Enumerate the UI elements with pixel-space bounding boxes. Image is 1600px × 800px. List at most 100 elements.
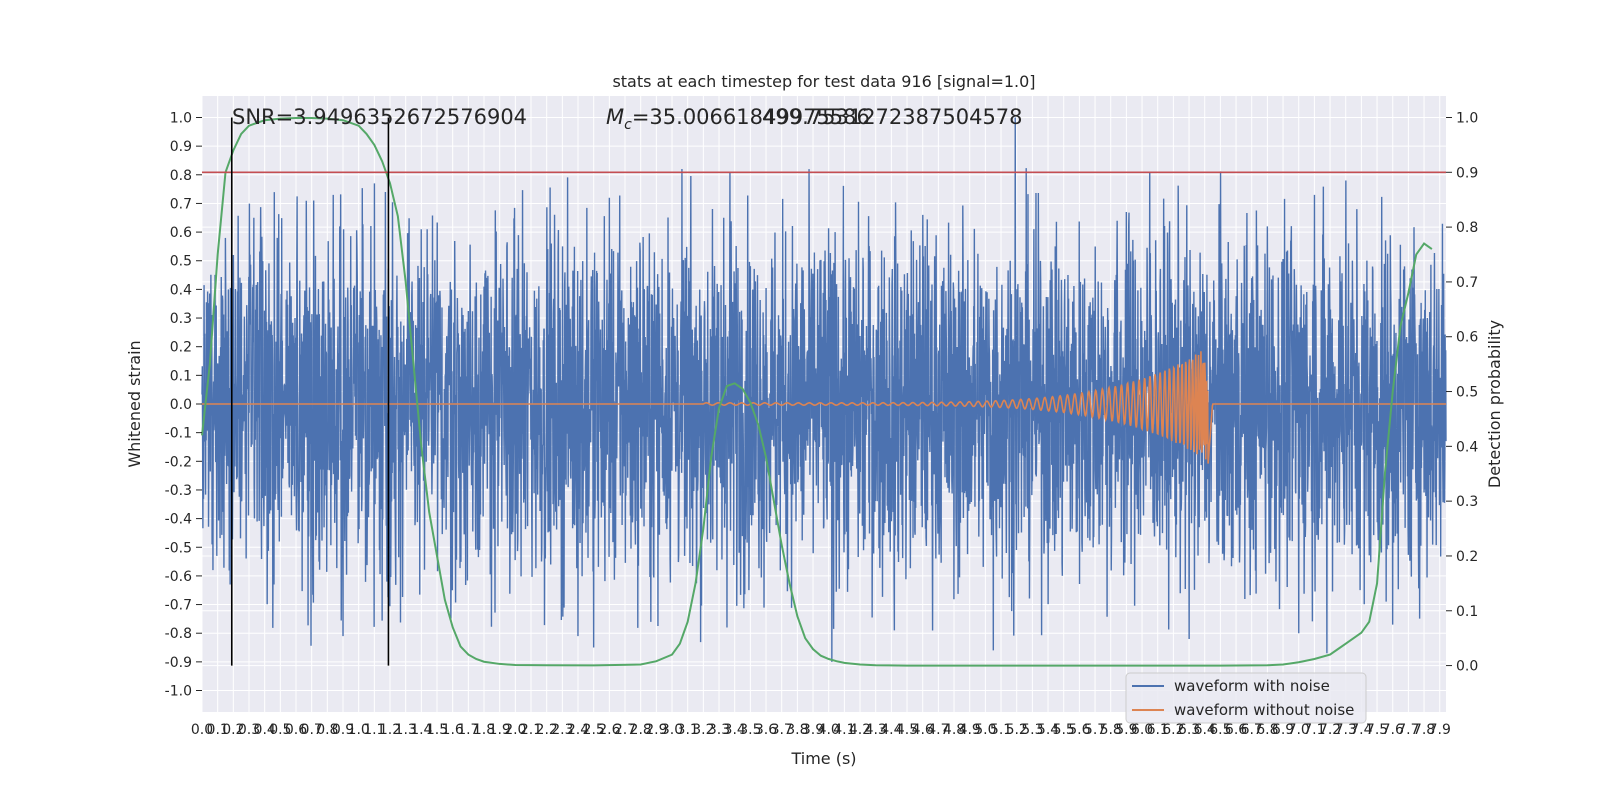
y-tick-label: -0.5 [165,540,192,556]
y-tick-label: -0.4 [165,512,192,528]
x-tick-label: 3.6 [755,722,777,738]
x-tick-label: 3.0 [661,722,683,738]
y-axis-label: Whitened strain [125,340,144,467]
y2-tick-label: 0.5 [1456,385,1478,401]
x-tick-label: 2.8 [630,722,652,738]
x-tick-label: 5.2 [1006,722,1028,738]
y2-tick-label: 0.2 [1456,549,1478,565]
x-tick-label: 1.3 [395,722,417,738]
x-tick-label: 2.5 [583,722,605,738]
x-tick-label: 7.5 [1366,722,1388,738]
x-tick-label: 2.7 [614,722,636,738]
x-tick-label: 7.7 [1397,722,1419,738]
x-tick-label: 6.4 [1194,722,1216,738]
x-tick-label: 7.0 [1288,722,1310,738]
y-tick-label: -0.3 [165,483,192,499]
legend-box [1125,672,1367,724]
x-tick-label: 0.5 [269,722,291,738]
y2-tick-label: 0.0 [1456,659,1478,675]
y-tick-label: 1.0 [170,110,192,126]
x-tick-label: 3.2 [692,722,714,738]
mc-symbol: M [606,105,624,129]
x-tick-label: 5.6 [1068,722,1090,738]
x-tick-label: 0.6 [285,722,307,738]
x-tick-label: 7.1 [1303,722,1325,738]
y-axis-ticks: 1.0 0.9 0.8 0.7 0.6 0.5 0.4 0.3 0.2 0.1 0.0 -0.1 -0.… [165,110,202,700]
x-tick-label: 0.9 [332,722,354,738]
x-tick-label: 5.4 [1037,722,1059,738]
x-tick-label: 7.2 [1319,722,1341,738]
series-waveform-with-noise [201,117,1447,662]
x-tick-label: 1.7 [457,722,479,738]
chart-title: stats at each timestep for test data 916… [612,72,1035,91]
series-detection-probability [201,117,1433,667]
x-tick-label: 1.8 [473,722,495,738]
y2-tick-label: 0.1 [1456,604,1478,620]
y2-axis-label: Detection probability [1485,320,1504,488]
x-tick-label: 1.1 [363,722,385,738]
x-tick-label: 3.9 [802,722,824,738]
x-tick-label: 4.0 [818,722,840,738]
y2-tick-label: 0.4 [1456,439,1478,455]
x-tick-label: 0.8 [316,722,338,738]
y-tick-label: -1.0 [165,684,192,700]
legend-label-waveform-without-noise: waveform without noise [1174,701,1354,719]
mc-value: =35.00661849975586 [632,105,870,129]
waveform-without-noise-line [202,351,1446,464]
x-tick-label: 5.1 [990,722,1012,738]
y-tick-label: 0.3 [170,311,192,327]
y2-tick-label: 0.9 [1456,165,1478,181]
x-tick-label: 0.2 [222,722,244,738]
y-tick-label: 0.8 [170,168,192,184]
y-tick-label: -0.6 [165,569,192,585]
x-tick-label: 0.0 [191,722,213,738]
waveform-with-noise-line [201,117,1447,662]
x-tick-label: 5.9 [1115,722,1137,738]
y-tick-label: -0.2 [165,454,192,470]
x-tick-label: 7.9 [1429,722,1451,738]
y2-tick-label: 0.7 [1456,275,1478,291]
mc-subscript: c [624,117,632,133]
overlays [202,117,1446,666]
x-tick-label: 4.6 [912,722,934,738]
x-tick-label: 4.8 [943,722,965,738]
x-tick-label: 4.9 [959,722,981,738]
x-tick-label: 2.4 [567,722,589,738]
x-tick-label: 6.2 [1162,722,1184,738]
x-tick-label: 4.4 [880,722,902,738]
y-tick-label: 0.4 [170,282,192,298]
x-tick-label: 5.8 [1100,722,1122,738]
x-tick-label: 3.1 [677,722,699,738]
x-tick-label: 6.1 [1147,722,1169,738]
x-tick-label: 0.4 [254,722,276,738]
detection-probability-line [201,117,1433,667]
x-tick-label: 2.0 [504,722,526,738]
x-tick-label: 2.3 [551,722,573,738]
x-tick-label: 5.3 [1021,722,1043,738]
x-tick-label: 1.9 [489,722,511,738]
x-tick-label: 2.2 [536,722,558,738]
y-tick-label: 0.0 [170,397,192,413]
y-tick-label: -0.8 [165,626,192,642]
x-tick-label: 5.0 [974,722,996,738]
x-tick-label: 3.3 [708,722,730,738]
legend-label-waveform-with-noise: waveform with noise [1174,677,1330,695]
x-tick-label: 0.3 [238,722,260,738]
x-tick-label: 1.5 [426,722,448,738]
y-tick-label: 0.7 [170,196,192,212]
x-tick-label: 6.9 [1272,722,1294,738]
x-tick-label: 4.1 [833,722,855,738]
x-tick-label: 3.4 [724,722,746,738]
y2-tick-label: 0.6 [1456,330,1478,346]
x-tick-label: 6.5 [1209,722,1231,738]
y2-tick-label: 0.8 [1456,220,1478,236]
x-tick-label: 6.6 [1225,722,1247,738]
x-tick-label: 4.3 [865,722,887,738]
x-tick-label: 0.7 [301,722,323,738]
y-tick-label: 0.5 [170,254,192,270]
x-tick-label: 2.1 [520,722,542,738]
x-tick-label: 1.0 [348,722,370,738]
y-tick-label: -0.1 [165,426,192,442]
mc-annotation: Mc=35.00661849975586 [606,105,870,133]
